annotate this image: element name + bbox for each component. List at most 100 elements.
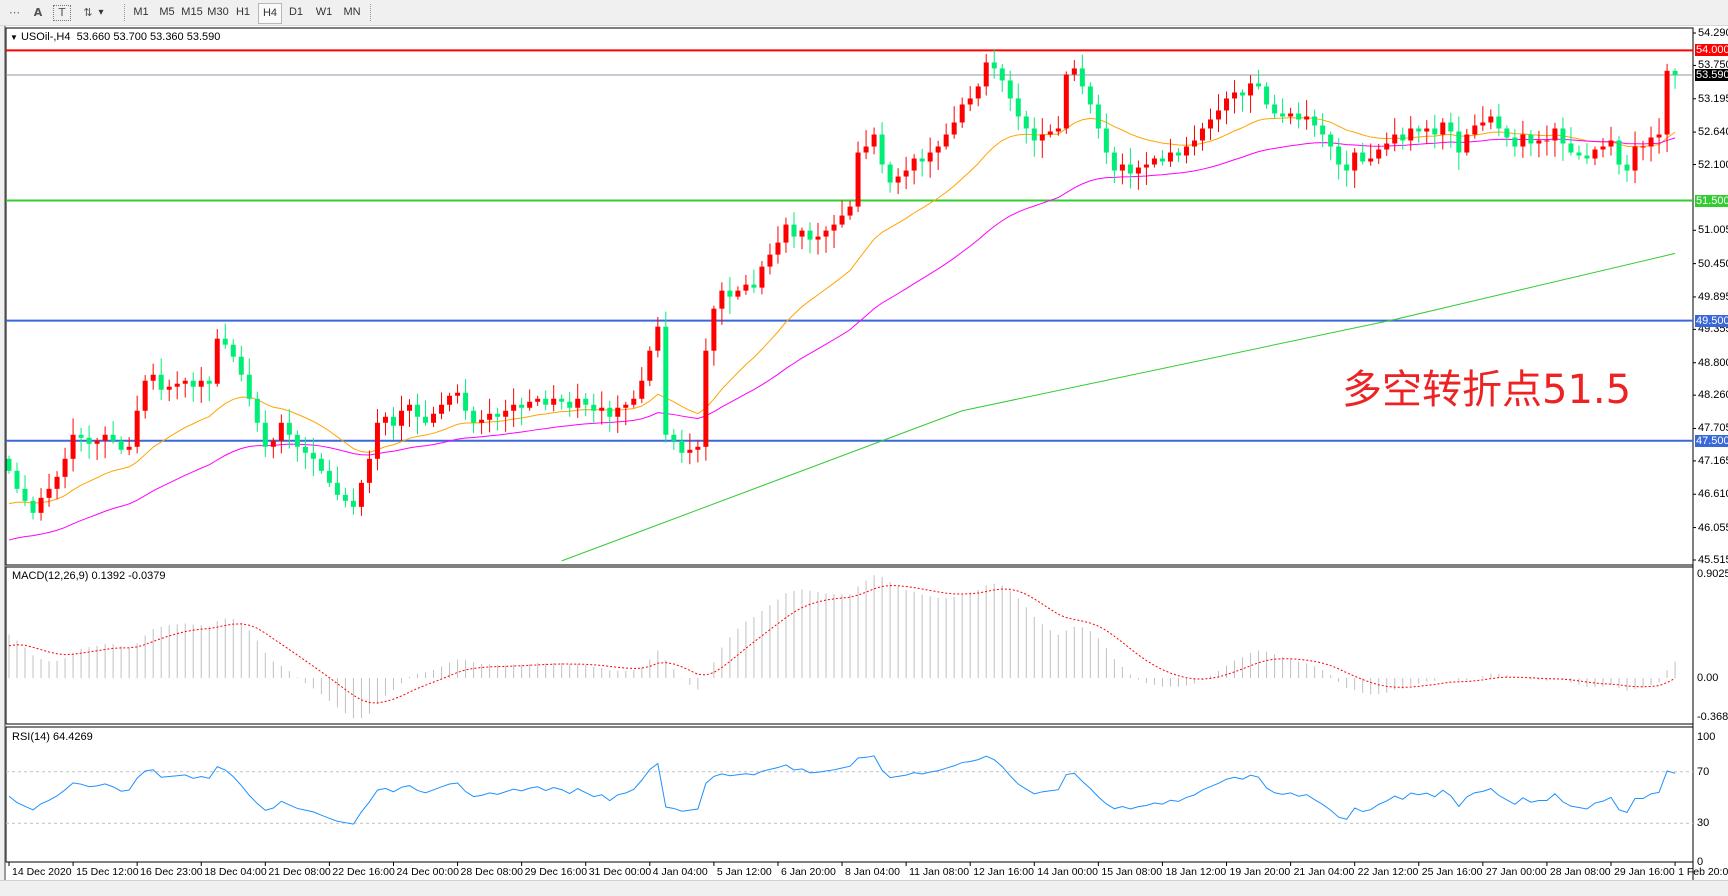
timeframe-h1[interactable]: H1 [235, 6, 251, 18]
candle-body [1336, 146, 1342, 165]
candle-body [1344, 164, 1350, 171]
candle-body [783, 224, 789, 243]
candle-body [118, 440, 124, 450]
candle-body [310, 452, 316, 459]
candle-body [967, 98, 973, 105]
candle-body [302, 446, 308, 453]
candle-body [975, 86, 981, 99]
price-tick-label: 54.290 [1698, 27, 1728, 39]
candle-body [791, 224, 797, 237]
candle-body [334, 482, 340, 495]
chevron-down-icon[interactable]: ▾ [98, 7, 104, 18]
candle-body [895, 176, 901, 183]
price-tick-label: 50.450 [1698, 257, 1728, 270]
candle-body [1175, 152, 1181, 156]
candle-body [519, 404, 525, 408]
candle-body [46, 488, 52, 498]
time-tick-label: 14 Jan 00:00 [1037, 866, 1098, 878]
candle-body [1664, 70, 1670, 135]
time-tick-label: 28 Dec 08:00 [460, 866, 524, 878]
candle-body [1095, 104, 1101, 129]
candle-body [999, 68, 1005, 81]
candle-body [599, 407, 605, 411]
candle-body [839, 215, 845, 225]
candle-body [358, 482, 364, 507]
candle-body [126, 446, 132, 450]
timeframe-d1[interactable]: D1 [288, 6, 304, 18]
symbol-menu-icon[interactable]: ▼ [10, 33, 18, 42]
candle-body [278, 422, 284, 441]
ma-long-line [561, 252, 1676, 562]
price-level-label: 49.500 [1695, 314, 1728, 327]
candle-body [398, 410, 404, 426]
candle-body [1432, 128, 1438, 135]
candle-body [1376, 149, 1382, 159]
candle-body [1127, 164, 1133, 174]
macd-panel-frame [5, 566, 1694, 725]
candle-body [1087, 86, 1093, 105]
candle-body [615, 407, 621, 417]
timeframe-h4[interactable]: H4 [258, 3, 282, 24]
price-level-label: 51.500 [1695, 194, 1728, 207]
timeframe-m15[interactable]: M15 [181, 6, 203, 18]
candle-body [871, 134, 877, 147]
candle-body [983, 62, 989, 87]
candle-body [919, 158, 925, 162]
candle-body [695, 446, 701, 450]
candle-body [350, 500, 356, 507]
timeframe-m1[interactable]: M1 [133, 6, 149, 18]
candle-body [206, 380, 212, 384]
macd-tick-label: 0.00 [1697, 672, 1719, 684]
candle-body [1047, 131, 1053, 135]
text-label-icon[interactable]: T [53, 5, 71, 21]
candle-body [1135, 167, 1141, 174]
candle-body [382, 416, 388, 423]
candle-body [318, 458, 324, 471]
candle-body [1320, 125, 1326, 135]
time-tick-label: 4 Jan 04:00 [652, 866, 708, 878]
candle-body [230, 344, 236, 357]
candle-body [1624, 164, 1630, 171]
candle-body [30, 500, 36, 513]
candle-body [415, 404, 421, 417]
candle-body [1159, 158, 1165, 162]
candle-body [1312, 116, 1318, 126]
time-tick-label: 25 Jan 16:00 [1421, 866, 1483, 878]
timeframe-mn[interactable]: MN [343, 6, 361, 18]
timeframe-m5[interactable]: M5 [159, 6, 175, 18]
candle-body [423, 416, 429, 423]
candle-body [1296, 113, 1302, 120]
price-level-label: 47.500 [1695, 434, 1728, 447]
timeframe-w1[interactable]: W1 [315, 6, 333, 18]
candle-body [903, 170, 909, 177]
price-tick-label: 48.260 [1698, 389, 1728, 402]
candle-body [198, 380, 204, 387]
candle-body [807, 230, 813, 240]
candle-body [1616, 140, 1622, 165]
candle-body [1560, 128, 1566, 144]
candle-body [959, 104, 965, 123]
chart-window[interactable] [4, 26, 1728, 880]
candle-body [1103, 128, 1109, 153]
price-tick-label: 52.100 [1698, 158, 1728, 171]
candle-body [663, 326, 669, 435]
candle-body [1328, 134, 1334, 147]
candle-body [479, 419, 485, 423]
candle-body [1191, 140, 1197, 147]
candle-body [711, 308, 717, 351]
candle-body [78, 434, 84, 438]
time-tick-label: 5 Jan 12:00 [716, 866, 772, 878]
candle-body [831, 224, 837, 231]
candle-body [759, 266, 765, 288]
candle-body [326, 470, 332, 483]
candle-body [1071, 68, 1077, 75]
grid-icon[interactable]: ⋯ [9, 6, 20, 19]
candle-body [1584, 155, 1590, 159]
text-icon[interactable]: A [33, 6, 43, 19]
candle-body [455, 392, 461, 396]
candle-body [1272, 104, 1278, 114]
arrows-icon[interactable]: ⇅ [83, 6, 93, 19]
timeframe-m30[interactable]: M30 [207, 6, 229, 18]
candle-body [158, 374, 164, 390]
